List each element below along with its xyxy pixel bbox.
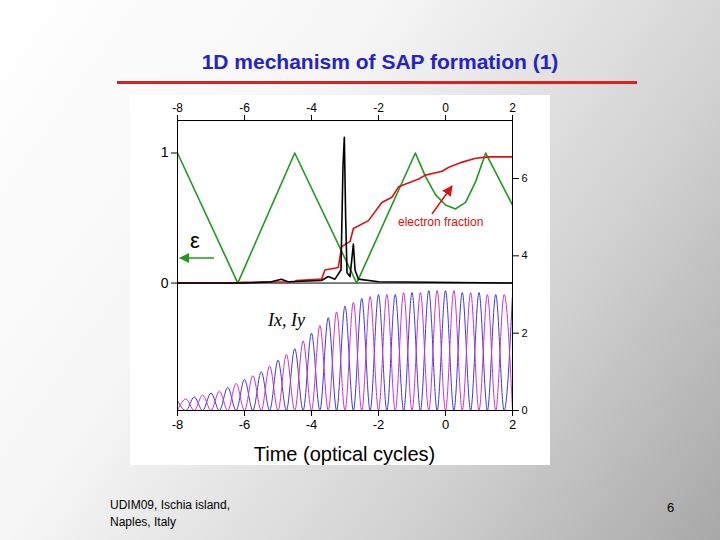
svg-text:0: 0: [522, 404, 528, 416]
svg-text:0: 0: [442, 417, 449, 432]
svg-text:6: 6: [522, 172, 528, 184]
svg-text:ε: ε: [190, 228, 200, 253]
svg-text:-2: -2: [373, 101, 384, 115]
html-text:6: 6: [667, 500, 675, 515]
svg-text:2: 2: [509, 101, 516, 115]
svg-text:2: 2: [509, 417, 516, 432]
svg-text:2: 2: [522, 327, 528, 339]
svg-text:0: 0: [442, 101, 449, 115]
svg-text:-4: -4: [306, 417, 318, 432]
html-text:Time (optical cycles): Time (optical cycles): [253, 443, 436, 465]
svg-text:1: 1: [161, 144, 169, 160]
html-text:UDIM09, Ischia island,: UDIM09, Ischia island,: [110, 498, 230, 512]
svg-text:Ix, Iy: Ix, Iy: [267, 310, 305, 330]
svg-text:-8: -8: [172, 417, 184, 432]
svg-text:4: 4: [522, 249, 528, 261]
svg-text:-6: -6: [239, 101, 250, 115]
svg-text:-4: -4: [306, 101, 317, 115]
html-text:Naples, Italy: Naples, Italy: [110, 515, 176, 529]
svg-text:-6: -6: [239, 417, 251, 432]
svg-text:-8: -8: [172, 101, 183, 115]
svg-text:0: 0: [161, 275, 169, 291]
html-text:1D mechanism of SAP formation: 1D mechanism of SAP formation (1): [201, 50, 559, 73]
svg-text:electron fraction: electron fraction: [398, 215, 483, 229]
svg-text:-2: -2: [373, 417, 385, 432]
